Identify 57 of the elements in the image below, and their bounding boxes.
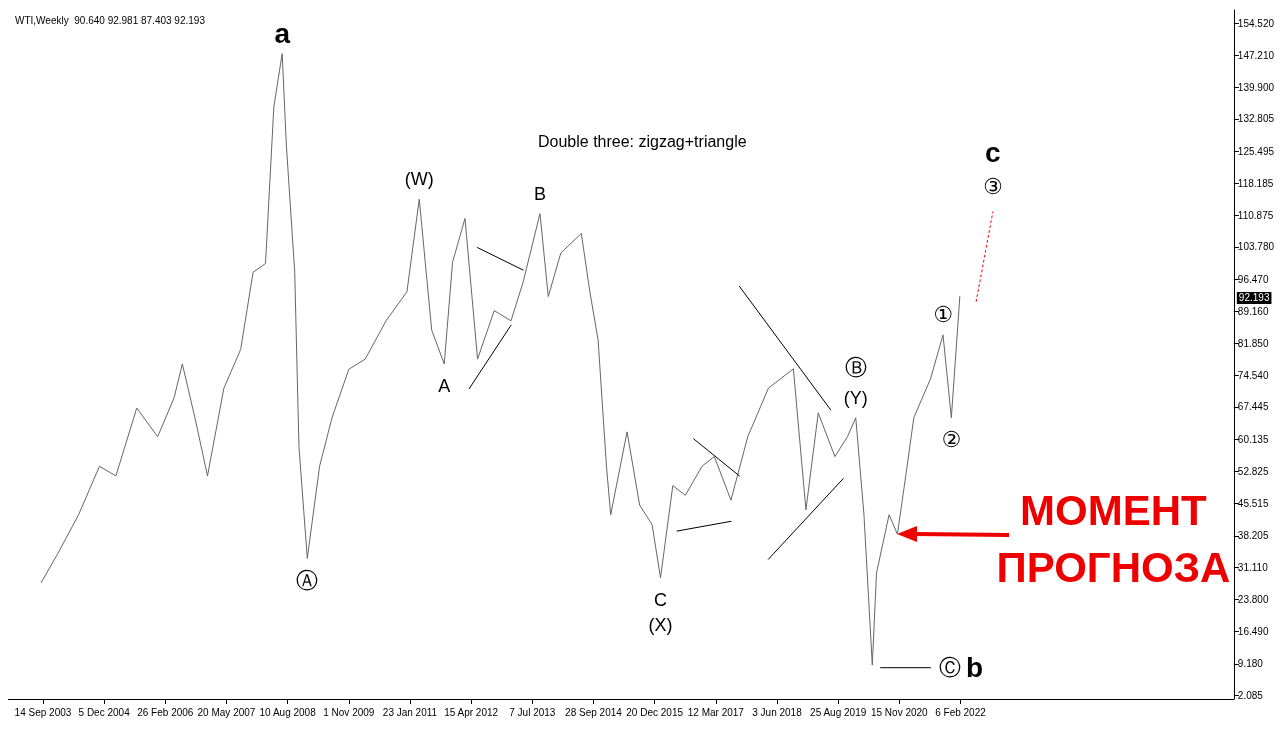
x-tick-label: 26 Feb 2006 <box>137 706 194 718</box>
annotation: МОМЕНТ ПРОГНОЗА <box>996 487 1231 592</box>
text: WTI,Weekly 90.640 92.981 87.403 92.193 <box>15 14 206 26</box>
annotation: 92.193 <box>1238 292 1270 304</box>
y-tick-label: 110.875 <box>1237 210 1274 222</box>
annotation: c <box>985 137 1001 169</box>
annotation: B <box>533 183 546 204</box>
x-tick-label: 12 Mar 2017 <box>687 706 745 718</box>
y-tick-label: 52.825 <box>1237 465 1269 477</box>
y-tick-label: 2.085 <box>1237 689 1264 701</box>
x-tick-label: 15 Nov 2020 <box>870 706 929 718</box>
x-tick-label: 23 Jan 2011 <box>382 706 438 718</box>
x-tick-label: 20 May 2007 <box>197 706 256 718</box>
annotation: (Y) <box>843 387 868 408</box>
y-tick-label: 139.900 <box>1237 82 1275 94</box>
x-tick-label: 10 Aug 2008 <box>259 706 317 718</box>
y-tick-label: 154.520 <box>1237 17 1275 29</box>
annotation: (W) <box>404 169 434 190</box>
annotation: Ⓒ <box>939 655 962 681</box>
y-tick-label: 31.110 <box>1237 561 1269 573</box>
y-tick-label: 125.495 <box>1237 145 1275 157</box>
x-tick-label: 6 Feb 2022 <box>935 706 987 718</box>
x-tick-label: 1 Nov 2009 <box>323 706 375 718</box>
x-tick-label: 3 Jun 2018 <box>752 706 803 718</box>
x-tick-label: 15 Apr 2012 <box>444 706 499 718</box>
x-tick-label: 5 Dec 2004 <box>78 706 131 718</box>
annotation: a <box>274 18 291 50</box>
y-tick-label: 9.180 <box>1237 658 1264 670</box>
annotation: A <box>438 375 451 396</box>
annotation: ① <box>933 302 953 328</box>
x-tick-label: 28 Sep 2014 <box>565 706 623 718</box>
x-tick-label: 25 Aug 2019 <box>810 706 867 718</box>
annotation: b <box>965 652 984 684</box>
y-tick-label: 81.850 <box>1237 337 1269 349</box>
y-tick-label: 67.445 <box>1237 401 1269 413</box>
y-tick-label: 60.135 <box>1237 433 1269 445</box>
text: Double three: zigzag+triangle <box>538 132 747 150</box>
x-tick-label: 14 Sep 2003 <box>14 706 72 718</box>
y-tick-label: 118.185 <box>1237 177 1274 189</box>
annotation: ② <box>941 427 962 453</box>
x-tick-label: 7 Jul 2013 <box>509 706 556 718</box>
y-tick-label: 89.160 <box>1237 305 1269 317</box>
y-tick-label: 147.210 <box>1237 49 1275 61</box>
y-tick-label: 74.540 <box>1237 370 1269 382</box>
y-tick-label: 132.805 <box>1237 113 1275 125</box>
annotation: Ⓐ <box>296 567 319 593</box>
annotation: C <box>654 589 668 610</box>
y-tick-label: 23.800 <box>1237 593 1269 605</box>
y-tick-label: 96.470 <box>1237 273 1269 285</box>
annotation: Ⓑ <box>844 355 867 381</box>
x-tick-label: 20 Dec 2015 <box>626 706 684 718</box>
y-tick-label: 38.205 <box>1237 530 1269 542</box>
annotation: (X) <box>648 614 673 635</box>
y-tick-label: 45.515 <box>1237 498 1269 510</box>
annotation: ③ <box>982 174 1003 200</box>
y-tick-label: 103.780 <box>1237 241 1275 253</box>
y-tick-label: 16.490 <box>1237 626 1269 638</box>
